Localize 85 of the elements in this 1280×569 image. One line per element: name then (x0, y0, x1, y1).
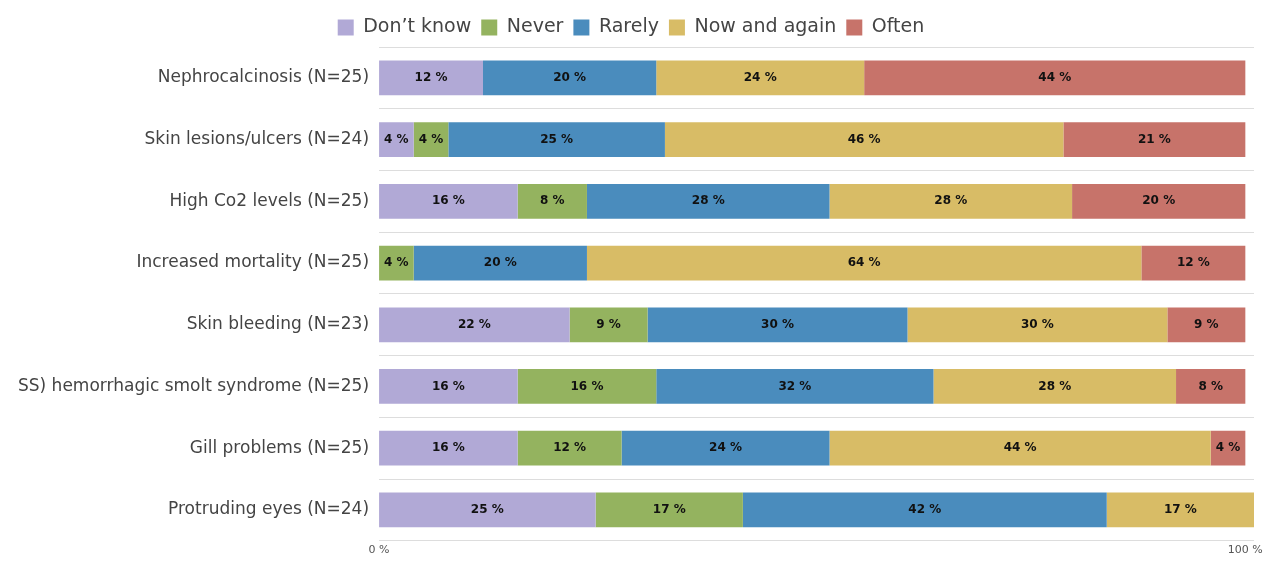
data-label: 25 % (540, 131, 574, 146)
bar (517, 430, 622, 466)
data-label: 24 % (709, 440, 743, 455)
bar (379, 60, 483, 96)
data-label: 21 % (1137, 131, 1171, 146)
data-label: 28 % (934, 193, 968, 208)
bar (864, 60, 1246, 96)
bar (379, 183, 518, 219)
data-label: 20 % (553, 69, 587, 84)
y-tick-label: Skin bleeding (N=23) (186, 313, 370, 334)
data-label: 64 % (847, 255, 881, 270)
data-label: 12 % (414, 69, 448, 84)
bar (829, 430, 1211, 466)
data-label: 4 % (384, 131, 409, 146)
data-label: 17 % (652, 502, 686, 517)
data-label: 4 % (418, 131, 444, 146)
bar (413, 245, 587, 281)
data-label: 20 % (483, 255, 517, 270)
bar (621, 430, 830, 466)
bar (448, 122, 665, 157)
bar (569, 307, 648, 343)
y-tick-label: Increased mortality (N=25) (136, 251, 370, 272)
bar (379, 369, 518, 404)
bar (742, 492, 1107, 528)
bar (517, 369, 657, 404)
data-label: 30 % (1020, 316, 1054, 331)
data-label: 25 % (470, 502, 504, 517)
data-label: 46 % (847, 131, 881, 146)
data-label: 16 % (431, 193, 465, 208)
y-tick-label: Protruding eyes (N=24) (168, 498, 370, 519)
legend-label: Now and again (694, 14, 837, 37)
bar (586, 183, 830, 219)
bar (664, 122, 1064, 157)
bar (595, 492, 743, 528)
bar (1063, 122, 1246, 157)
bar (586, 245, 1142, 281)
legend-label: Don’t know (363, 14, 472, 37)
legend-label: Rarely (598, 14, 659, 37)
data-label: 30 % (761, 316, 794, 331)
data-label: 8 % (1198, 378, 1223, 393)
data-label: 16 % (570, 378, 604, 393)
data-label: 20 % (1142, 193, 1176, 208)
bar (379, 430, 518, 466)
data-label: 22 % (457, 316, 491, 331)
bar (1141, 245, 1246, 281)
data-label: 12 % (553, 440, 587, 455)
bar (379, 492, 596, 528)
bar (907, 307, 1168, 343)
data-label: 16 % (431, 378, 465, 393)
x-tick-label: 100 % (1227, 543, 1263, 557)
data-label: 9 % (1194, 316, 1219, 331)
legend-label: Never (506, 14, 564, 37)
data-label: 44 % (1038, 69, 1072, 84)
data-label: 12 % (1176, 255, 1210, 270)
bar (656, 60, 865, 96)
data-label: 32 % (778, 378, 812, 393)
bar (483, 60, 657, 96)
bar (1167, 307, 1246, 343)
y-tick-label: SS) hemorrhagic smolt syndrome (N=25) (17, 374, 370, 395)
bar (647, 307, 908, 343)
y-tick-label: Skin lesions/ulcers (N=24) (144, 128, 370, 149)
y-tick-label: High Co2 levels (N=25) (169, 189, 370, 210)
bar (829, 183, 1073, 219)
bar (517, 183, 587, 219)
data-label: 42 % (908, 502, 942, 517)
legend-label: Often (871, 14, 925, 37)
data-label: 44 % (1003, 440, 1037, 455)
bar (933, 369, 1177, 404)
data-label: 16 % (431, 440, 465, 455)
bar (1072, 183, 1246, 219)
x-tick-label: 0 % (368, 543, 390, 557)
bar (1176, 369, 1246, 404)
data-label: 24 % (743, 69, 777, 84)
bar (1106, 492, 1254, 528)
bar (379, 307, 570, 343)
data-label: 4 % (1215, 440, 1241, 455)
data-label: 28 % (691, 193, 725, 208)
data-label: 4 % (384, 255, 409, 270)
y-tick-label: Nephrocalcinosis (N=25) (157, 66, 370, 87)
bar (656, 369, 934, 404)
y-tick-label: Gill problems (N=25) (189, 436, 370, 457)
data-label: 9 % (596, 316, 621, 331)
data-label: 17 % (1163, 502, 1197, 517)
data-label: 8 % (540, 193, 565, 208)
data-label: 28 % (1038, 378, 1072, 393)
